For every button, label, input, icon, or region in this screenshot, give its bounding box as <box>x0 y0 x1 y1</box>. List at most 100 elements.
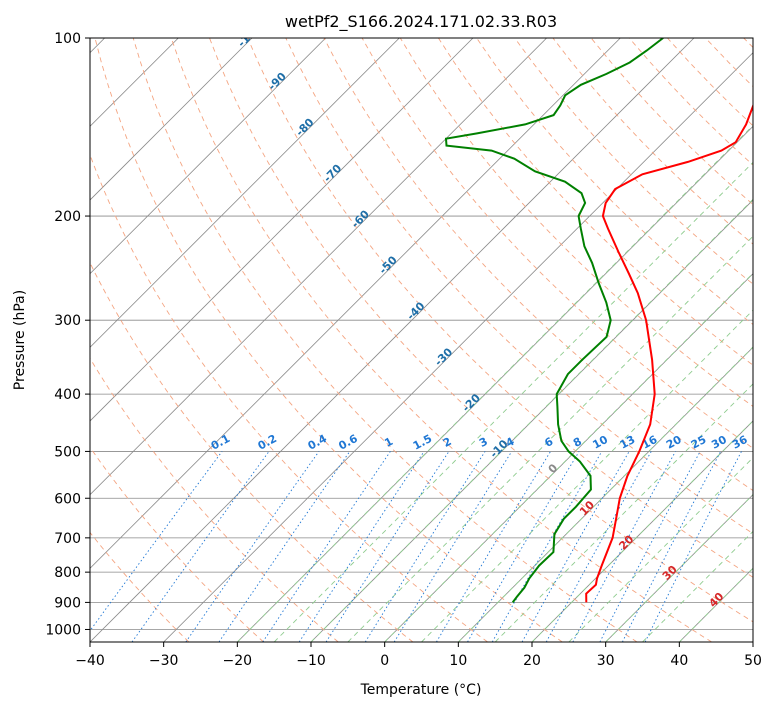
adiabat-label: 40 <box>706 590 726 610</box>
moist-adiabat-line <box>642 530 753 642</box>
mixing-ratio-label: 10 <box>590 433 610 452</box>
y-tick-label: 100 <box>54 31 81 47</box>
background-lines: 0.1 0.2 0.4 0.6 1 1.5 2 3 4 6 8 10 13 16 20 25 30 36-100-… <box>90 21 753 642</box>
mixing-ratio-line <box>621 451 722 642</box>
x-tick-label: −10 <box>296 653 326 669</box>
mixing-ratio-label: 6 <box>543 435 556 450</box>
isotherm-line <box>90 38 400 348</box>
dry-adiabat-line <box>667 38 753 127</box>
mixing-ratio-line <box>436 451 551 642</box>
isotherm-line <box>90 38 547 496</box>
moist-adiabat-line <box>531 420 753 642</box>
mixing-ratio-label: 20 <box>664 433 684 452</box>
y-tick-label: 200 <box>54 209 81 225</box>
mixing-ratio-line <box>90 451 223 632</box>
dry-adiabat-line <box>90 357 339 642</box>
x-tick-label: 0 <box>380 653 389 669</box>
y-tick-label: 400 <box>54 387 81 403</box>
adiabat-label: -100 <box>235 21 264 50</box>
axes: −40 −30 −20 −10 0 10 20 30 40 5010020030040050060… <box>45 31 762 669</box>
mixing-ratio-line <box>364 451 486 642</box>
mixing-ratio-label: 36 <box>730 433 750 452</box>
mixing-ratio-line <box>572 451 676 642</box>
moist-adiabat-line <box>421 309 753 642</box>
isotherm-line <box>384 273 753 642</box>
dry-adiabat-line <box>285 38 753 535</box>
dry-adiabat-line <box>590 38 753 206</box>
mixing-ratio-line <box>218 451 351 642</box>
moist-adiabat-line <box>457 346 753 642</box>
mixing-ratio-label: 1 <box>382 435 395 450</box>
isotherm-line <box>163 52 753 642</box>
adiabat-label: -30 <box>432 345 455 368</box>
dry-adiabat-line <box>170 38 712 642</box>
isotherm-line <box>310 199 753 642</box>
y-tick-label: 700 <box>54 531 81 547</box>
x-tick-label: −20 <box>223 653 253 669</box>
dry-adiabat-line <box>90 531 190 642</box>
mixing-ratio-label: 3 <box>477 435 490 450</box>
y-tick-label: 1000 <box>45 622 81 638</box>
dry-adiabat-line <box>209 38 753 623</box>
moist-adiabat-line <box>236 124 753 642</box>
dewpoint-profile-line <box>444 38 664 603</box>
isotherm-line <box>90 38 695 642</box>
adiabat-label: 20 <box>616 532 636 552</box>
mixing-ratio-line <box>131 451 270 642</box>
mixing-ratio-label: 1.5 <box>411 432 434 453</box>
chart-title: wetPf2_S166.2024.171.02.33.R03 <box>285 12 557 32</box>
adiabat-label: -40 <box>404 299 427 322</box>
mixing-ratio-line <box>325 451 450 642</box>
mixing-ratio-line <box>262 451 391 642</box>
plot-frame <box>89 37 754 643</box>
x-tick-label: 20 <box>523 653 541 669</box>
mixing-ratio-line <box>298 451 425 642</box>
isotherm-line <box>90 38 621 569</box>
temperature-profile-line <box>585 102 753 603</box>
isotherm-line <box>679 567 753 642</box>
mixing-ratio-label: 8 <box>571 435 584 450</box>
isotherm-line <box>90 38 253 201</box>
y-tick-label: 500 <box>54 444 81 460</box>
moist-adiabat-line <box>273 161 753 642</box>
mixing-ratio-line <box>644 451 742 642</box>
moist-adiabat-line <box>310 198 753 642</box>
y-tick-label: 300 <box>54 313 81 329</box>
mixing-ratio-label: 30 <box>709 433 729 452</box>
profile-lines <box>444 38 753 603</box>
isotherm-line <box>90 38 474 422</box>
x-tick-label: −30 <box>149 653 179 669</box>
mixing-ratio-line <box>185 451 320 642</box>
y-tick-label: 800 <box>54 565 81 581</box>
isotherm-line <box>531 420 753 642</box>
x-tick-label: 50 <box>744 653 762 669</box>
isotherm-line <box>752 641 753 642</box>
moist-adiabat-line <box>678 567 753 642</box>
adiabat-label: -50 <box>377 253 400 276</box>
mixing-ratio-label: 25 <box>689 433 709 452</box>
moist-adiabat-line <box>605 493 753 642</box>
moist-adiabat-line <box>347 235 753 642</box>
adiabat-label: -90 <box>266 70 289 93</box>
mixing-ratio-line <box>393 451 513 642</box>
adiabat-label: -20 <box>460 391 483 414</box>
adiabat-label: -80 <box>293 116 316 139</box>
mixing-ratio-line <box>599 451 701 642</box>
isotherm-line <box>90 38 326 275</box>
isotherm-line <box>458 346 753 642</box>
x-tick-label: 40 <box>670 653 688 669</box>
isotherm-line <box>605 494 753 642</box>
dry-adiabat-line <box>247 38 753 578</box>
mixing-ratio-line <box>521 451 630 642</box>
dry-adiabat-line <box>399 38 753 407</box>
dry-adiabat-line <box>94 38 563 642</box>
dry-adiabat-line <box>705 38 753 88</box>
x-tick-label: 10 <box>449 653 467 669</box>
y-axis-label: Pressure (hPa) <box>12 290 28 390</box>
dry-adiabat-line <box>743 38 753 49</box>
dry-adiabat-line <box>132 38 638 642</box>
adiabat-label: 30 <box>660 563 680 583</box>
y-tick-label: 600 <box>54 491 81 507</box>
dry-adiabat-line <box>90 153 488 642</box>
